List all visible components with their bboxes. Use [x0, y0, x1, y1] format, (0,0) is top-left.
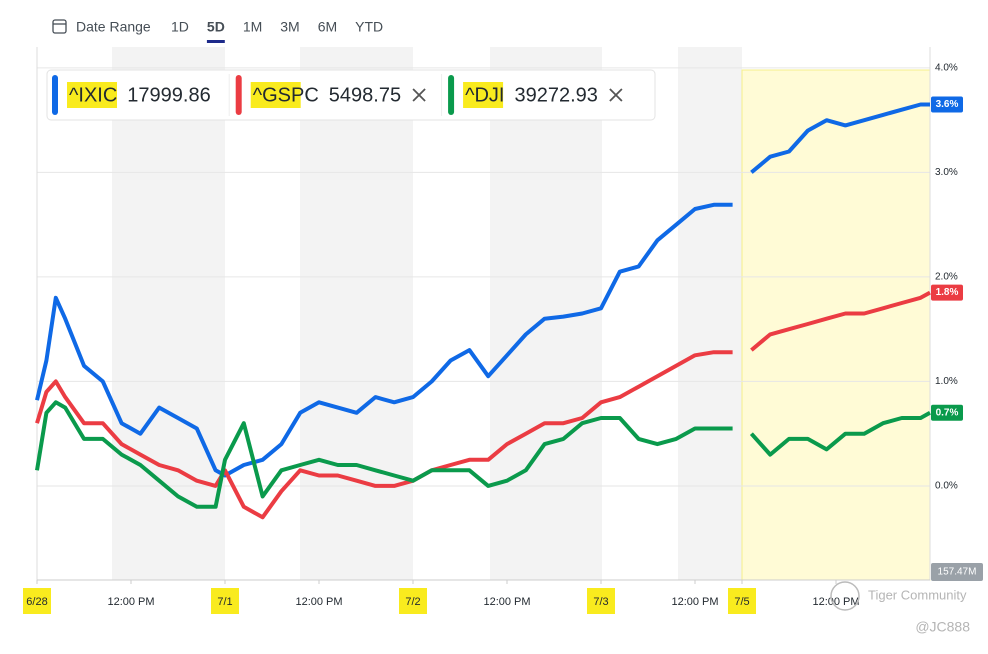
- end-badge: [931, 404, 963, 421]
- series-line: [35, 102, 930, 478]
- y-tick-label: 1.0%: [935, 376, 958, 387]
- end-badge: [931, 96, 963, 113]
- x-tick-label: 12:00 PM: [671, 596, 718, 608]
- watermark: Tiger Community: [868, 587, 967, 602]
- toolbar: Date Range: [52, 19, 151, 35]
- end-badge-label: 0.7%: [936, 407, 959, 418]
- session-band: [678, 47, 742, 580]
- highlight-region: [741, 69, 931, 581]
- calendar-icon: [52, 19, 67, 34]
- range-tab[interactable]: 6M: [318, 19, 337, 35]
- legend-close[interactable]: [609, 88, 623, 102]
- date-highlight: [728, 588, 756, 614]
- range-tab[interactable]: 1D: [171, 19, 189, 35]
- legend-price: 5498.75: [329, 84, 401, 106]
- date-range-button[interactable]: Date Range: [76, 19, 151, 35]
- date-highlight: [587, 588, 615, 614]
- session-band: [300, 47, 413, 580]
- legend-close[interactable]: [412, 88, 426, 102]
- volume-badge: [931, 563, 983, 581]
- ticker-highlight: [67, 82, 117, 108]
- end-badge: [931, 284, 963, 301]
- date-highlight: [211, 588, 239, 614]
- x-tick-label: 12:00 PM: [295, 596, 342, 608]
- range-tab[interactable]: 3M: [280, 19, 299, 35]
- x-tick-label: 6/28: [26, 596, 47, 608]
- ticker-highlight: [250, 82, 301, 108]
- ticker-highlight: [463, 82, 504, 108]
- date-highlight: [23, 588, 51, 614]
- x-tick-label: 12:00 PM: [812, 596, 859, 608]
- date-highlight: [399, 588, 427, 614]
- y-tick-label: 3.0%: [935, 167, 958, 178]
- x-tick-label: 12:00 PM: [107, 596, 154, 608]
- active-tab-underline: [206, 40, 225, 43]
- series-line: [35, 400, 931, 509]
- y-tick-label: 2.0%: [935, 272, 958, 283]
- legend-price: 17999.86: [127, 84, 210, 106]
- end-badge-label: 3.6%: [936, 99, 959, 110]
- series-line: [35, 290, 931, 520]
- session-band: [112, 47, 225, 580]
- range-tab[interactable]: YTD: [355, 19, 383, 35]
- legend-color-bar: [448, 75, 455, 115]
- legend-color-bar: [235, 75, 242, 115]
- x-tick-label: 7/2: [405, 596, 420, 608]
- end-badge-label: 1.8%: [936, 287, 959, 298]
- watermark-user: @JC888: [915, 619, 970, 635]
- legend-ticker[interactable]: ^DJI: [465, 84, 504, 106]
- x-tick-label: 7/1: [217, 596, 232, 608]
- session-bands: [112, 47, 931, 581]
- legend-price: 39272.93: [514, 84, 597, 106]
- watermark-logo: [830, 581, 860, 611]
- volume-label: 157.47M: [938, 567, 977, 578]
- y-tick-label: 4.0%: [935, 63, 958, 74]
- y-tick-label: 0.0%: [935, 481, 958, 492]
- legend-color-bar: [52, 75, 58, 115]
- x-tick-label: 7/5: [734, 596, 749, 608]
- range-tab[interactable]: 1M: [243, 19, 262, 35]
- legend-ticker[interactable]: ^GSPC: [253, 84, 319, 106]
- legend-ticker[interactable]: ^IXIC: [69, 84, 117, 106]
- x-tick-label: 7/3: [593, 596, 608, 608]
- legend-divider: [441, 74, 443, 116]
- x-tick-label: 12:00 PM: [483, 596, 530, 608]
- range-tab[interactable]: 5D: [207, 19, 225, 35]
- legend-divider: [228, 74, 230, 116]
